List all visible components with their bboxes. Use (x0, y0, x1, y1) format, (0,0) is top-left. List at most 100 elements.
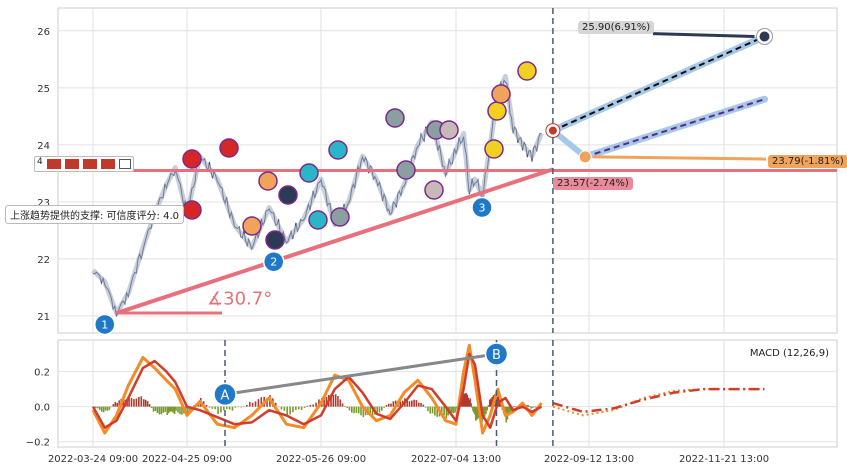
macd-histogram-bar (463, 393, 466, 407)
macd-histogram-bar (100, 406, 103, 412)
macd-histogram-bar (158, 406, 161, 415)
x-tick-label: 2022-05-26 09:00 (276, 454, 366, 465)
macd-panel: −0.2 0.0 0.2 MACD (12,26,9) A B 2022-03-24 09:… (26, 339, 838, 465)
macd-histogram-bar (309, 405, 312, 407)
macd-histogram-bar (488, 399, 491, 407)
pattern-marker (258, 171, 278, 191)
macd-y-tick-label: 0.0 (34, 403, 50, 414)
macd-histogram-bar (167, 406, 170, 414)
pattern-marker (487, 101, 507, 121)
rating-star-icon (101, 159, 115, 169)
macd-histogram-bar (429, 406, 432, 414)
macd-histogram-bar (496, 396, 499, 407)
x-tick-label: 2022-03-24 09:00 (48, 454, 138, 465)
wave-label-marker (94, 313, 116, 336)
macd-histogram-bar (323, 398, 325, 407)
macd-histogram-bar (330, 394, 332, 407)
macd-histogram-bar (450, 406, 453, 413)
macd-histogram-bar (381, 406, 383, 411)
macd-histogram-bar (138, 397, 140, 407)
macd-histogram-bar (152, 406, 155, 412)
macd-histogram-bar (471, 406, 473, 408)
macd-histogram-bar (246, 404, 248, 407)
macd-histogram-bar (387, 403, 390, 407)
macd-histogram-bar (160, 406, 163, 415)
macd-histogram-bar (166, 406, 169, 415)
target-arrow (652, 32, 755, 39)
pattern-marker (219, 138, 239, 158)
price-y-tick-label: 22 (37, 255, 50, 266)
price-annotation-label: 23.79(-1.81%) (768, 154, 847, 168)
pattern-marker (182, 149, 202, 169)
pivot-arrow (593, 155, 767, 161)
macd-histogram-bar (424, 406, 427, 408)
macd-histogram-bar (172, 406, 174, 413)
wave-label-text: 1 (101, 318, 108, 331)
macd-histogram-bar (355, 406, 358, 413)
projection-line (584, 98, 765, 158)
macd-y-tick-label: 0.2 (34, 368, 50, 379)
macd-histogram-bar (513, 406, 515, 407)
macd-histogram-bar (179, 406, 181, 415)
macd-histogram-bar (300, 406, 303, 410)
price-y-tick-label: 26 (37, 27, 50, 38)
macd-histogram-bar (434, 406, 436, 416)
macd-histogram-bar (353, 406, 355, 414)
macd-histogram-bar (514, 406, 517, 407)
x-tick-label: 2022-04-25 09:00 (142, 454, 232, 465)
macd-histogram-bar (181, 406, 183, 415)
macd-histogram-bar (469, 398, 471, 407)
macd-histogram-bar (431, 406, 434, 414)
macd-histogram-bar (312, 404, 314, 407)
price-y-tick-label: 24 (37, 141, 50, 152)
macd-histogram-bar (334, 394, 337, 407)
macd-histogram-bar (466, 394, 469, 407)
rating-value: 4 (37, 157, 43, 167)
macd-histogram-bar (280, 406, 283, 410)
macd-histogram-bar (490, 398, 492, 407)
macd-histogram-bar (164, 406, 167, 412)
macd-histogram-bar (325, 396, 328, 407)
x-tick-label: 2022-11-21 13:00 (679, 454, 769, 465)
rating-badge: 4 (34, 156, 134, 172)
macd-histogram-bar (266, 397, 268, 407)
macd-histogram-bar (286, 406, 289, 416)
pattern-marker (278, 185, 298, 205)
macd-histogram-bar (106, 406, 109, 411)
macd-histogram-bar (225, 406, 228, 410)
macd-histogram-bar (470, 403, 472, 407)
target-marker (759, 31, 770, 42)
current-price-marker (548, 126, 557, 135)
macd-histogram-bar (303, 406, 306, 408)
macd-histogram-bar (116, 402, 119, 407)
macd-plot-frame (57, 339, 838, 448)
pattern-marker (328, 140, 348, 160)
macd-histogram-bar (390, 403, 392, 407)
macd-histogram-bar (228, 406, 231, 410)
macd-histogram-bar (96, 406, 99, 409)
divergence-label-marker (484, 342, 509, 366)
macd-histogram-bar (122, 398, 124, 407)
macd-histogram-bar (351, 406, 353, 413)
macd-histogram-bar (223, 406, 225, 411)
rating-empty-star-icon (119, 159, 131, 169)
pattern-marker (330, 207, 350, 227)
pattern-marker (265, 230, 285, 250)
macd-histogram-bar (415, 400, 418, 407)
macd-histogram-bar (231, 406, 234, 411)
macd-histogram-bar (497, 393, 500, 407)
macd-histogram-bar (277, 406, 280, 408)
macd-histogram-bar (528, 406, 531, 407)
macd-histogram-bar (483, 406, 486, 417)
price-annotation-label: 25.90(6.91%) (578, 20, 655, 34)
macd-histogram-bar (530, 406, 533, 409)
macd-histogram-bar (452, 406, 455, 414)
macd-histogram-bar (251, 402, 254, 407)
pattern-marker (385, 108, 405, 128)
pattern-marker (424, 180, 444, 200)
macd-histogram-bar (289, 406, 291, 415)
macd-title: MACD (12,26,9) (750, 348, 829, 359)
signal-line (91, 352, 543, 429)
macd-histogram-bar (485, 406, 487, 415)
pattern-marker (242, 216, 262, 236)
